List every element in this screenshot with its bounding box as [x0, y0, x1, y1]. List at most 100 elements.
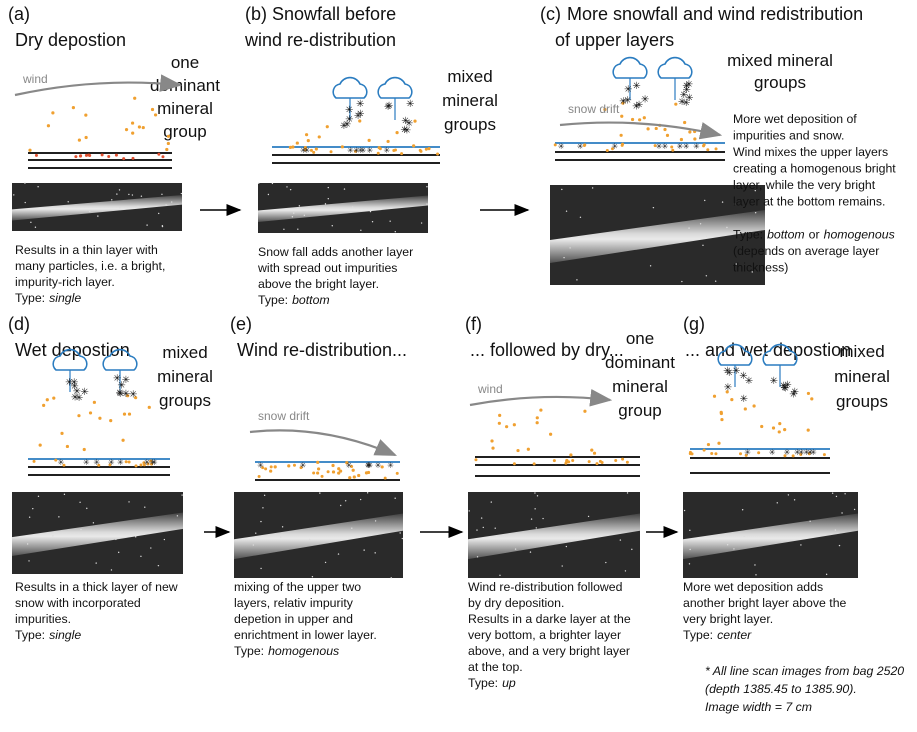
snowflake: ✳	[769, 448, 776, 457]
caption-line: Wind re-distribution followed	[468, 580, 623, 594]
panel-letter: (g)	[683, 314, 705, 334]
scan-speck	[282, 526, 283, 527]
type-label: Type:	[258, 293, 288, 307]
particle	[666, 134, 669, 137]
scan-speck	[631, 549, 632, 550]
scan-speck	[119, 189, 120, 190]
scan-speck	[372, 221, 373, 222]
scan-speck	[689, 549, 690, 550]
scan-speck	[650, 265, 651, 266]
scan-speck	[733, 548, 734, 549]
particle	[39, 444, 42, 447]
particle	[536, 421, 539, 424]
particle	[310, 149, 313, 152]
scan-speck	[52, 535, 53, 536]
scan-speck	[328, 187, 329, 188]
caption-note: thickness)	[733, 261, 788, 275]
particle	[396, 472, 399, 475]
particle	[474, 458, 477, 461]
particle	[121, 439, 124, 442]
scan-speck	[826, 574, 827, 575]
particle	[599, 460, 602, 463]
particle	[714, 452, 717, 455]
particle	[595, 462, 598, 465]
snowflake: ✳	[677, 142, 684, 151]
caption-line: Results in a darke layer at the	[468, 612, 631, 626]
particle	[638, 118, 641, 121]
cloud	[333, 78, 367, 98]
particle	[307, 139, 310, 142]
particle	[151, 108, 154, 111]
snowflake: ✳	[93, 458, 100, 467]
particle	[588, 460, 591, 463]
particle	[386, 140, 389, 143]
panel-title: Dry depostion	[15, 30, 126, 50]
scan-speck	[128, 194, 129, 195]
particle	[717, 442, 720, 445]
particle	[807, 392, 810, 395]
type-line: Type: bottom	[258, 293, 330, 307]
snowflake: ✳	[693, 142, 700, 151]
particle	[655, 127, 658, 130]
scan-speck	[562, 565, 563, 566]
particle	[498, 414, 501, 417]
snowflake: ✳	[346, 461, 353, 470]
particle	[135, 464, 138, 467]
snowflake: ✳	[635, 100, 643, 111]
scan-speck	[402, 538, 403, 539]
scan-speck	[702, 245, 703, 246]
scan-speck	[421, 222, 422, 223]
snowflake: ✳	[300, 146, 307, 155]
snowflake: ✳	[129, 389, 137, 400]
snowflake: ✳	[357, 146, 364, 155]
particle	[131, 132, 134, 135]
type-label: Type:	[733, 228, 763, 242]
scan-speck	[140, 556, 141, 557]
panel-title: Snowfall before	[272, 4, 396, 24]
particle	[549, 433, 552, 436]
particle	[593, 452, 596, 455]
scan-speck	[272, 183, 273, 184]
scan-speck	[469, 510, 470, 511]
scan-speck	[566, 546, 567, 547]
particle	[670, 146, 673, 149]
scan-speck	[794, 499, 795, 500]
scan-speck	[164, 539, 165, 540]
particle	[331, 464, 334, 467]
scan-speck	[473, 539, 474, 540]
type-value: homogenous	[268, 644, 339, 658]
particle	[720, 412, 723, 415]
type-value: homogenous	[824, 228, 895, 242]
scan-speck	[360, 230, 361, 231]
type-value: up	[502, 676, 516, 690]
type-value: bottom	[292, 293, 330, 307]
scan-speck	[13, 194, 14, 195]
snowflake: ✳	[632, 81, 640, 92]
scan-speck	[141, 196, 142, 197]
scan-speck	[477, 556, 478, 557]
scan-speck	[495, 528, 496, 529]
mineral-label: mixed	[839, 342, 884, 361]
particle	[89, 411, 92, 414]
snowflake: ✳	[558, 142, 565, 151]
footnote: * All line scan images from bag 2520	[705, 664, 904, 678]
caption-line: enrichtment in lower layer.	[234, 628, 377, 642]
particle	[125, 128, 128, 131]
snowflake: ✳	[117, 458, 124, 467]
particle	[626, 461, 629, 464]
snowflake: ✳	[354, 111, 362, 122]
type-label: Type:	[683, 628, 713, 642]
particle	[154, 113, 157, 116]
scan-speck	[150, 547, 151, 548]
particle	[590, 449, 593, 452]
caption-line: creating a homogenous bright	[733, 162, 896, 176]
particle	[412, 144, 415, 147]
particle	[122, 157, 125, 160]
snowflake: ✳	[623, 95, 631, 106]
particle	[327, 470, 330, 473]
wind-label: snow drift	[568, 102, 620, 116]
scan-speck	[255, 532, 256, 533]
particle	[671, 149, 674, 152]
type-line: Type:single	[15, 628, 81, 642]
